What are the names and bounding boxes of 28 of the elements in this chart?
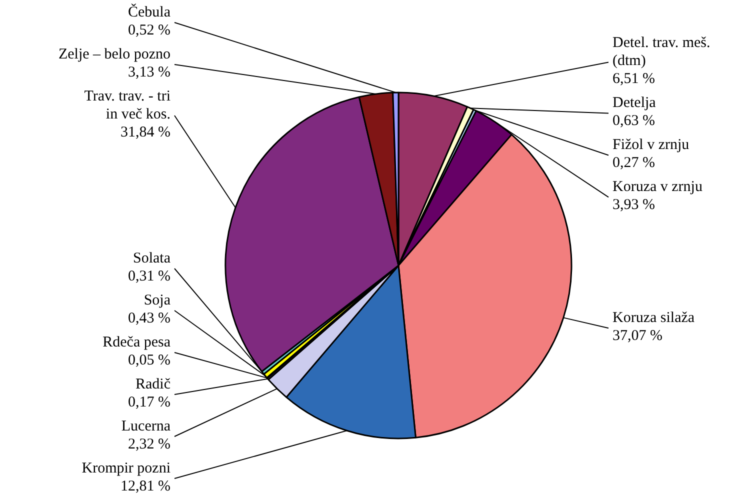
data-label: 31,84 % xyxy=(120,124,171,140)
slice-label: Čebula xyxy=(128,4,171,20)
slice-label: Koruza silaža xyxy=(612,310,695,326)
data-label: 0,05 % xyxy=(128,352,171,368)
slice-label: Zelje – belo pozno xyxy=(58,46,170,62)
data-label: 0,52 % xyxy=(128,22,171,38)
slice-label: Lucerna xyxy=(121,418,171,434)
slice-label: Trav. trav. - tri in več kos. xyxy=(84,88,171,122)
slice-label: Rdeča pesa xyxy=(102,334,171,350)
data-label: 0,31 % xyxy=(128,268,171,284)
data-label: 0,17 % xyxy=(128,394,171,410)
data-label: 2,32 % xyxy=(128,436,171,452)
slice-label: Krompir pozni xyxy=(82,460,170,476)
data-label: 6,51 % xyxy=(612,71,655,88)
data-label: 3,13 % xyxy=(128,64,171,80)
slice-label: Koruza v zrnju xyxy=(612,179,703,196)
data-label: 3,93 % xyxy=(612,197,655,214)
slice-label: Fižol v zrnju xyxy=(612,137,690,154)
data-label: 0,63 % xyxy=(612,113,655,130)
slice-label: Detel. trav. meš. (dtm) xyxy=(612,35,710,70)
slice-label: Solata xyxy=(133,250,171,266)
slice-label: Detelja xyxy=(612,95,656,112)
data-label: 37,07 % xyxy=(612,328,662,344)
data-label: 0,43 % xyxy=(128,310,171,326)
slice-label: Radič xyxy=(136,376,171,392)
slice-label: Soja xyxy=(144,292,171,308)
data-label: 12,81 % xyxy=(120,478,171,494)
data-label: 0,27 % xyxy=(612,155,655,172)
